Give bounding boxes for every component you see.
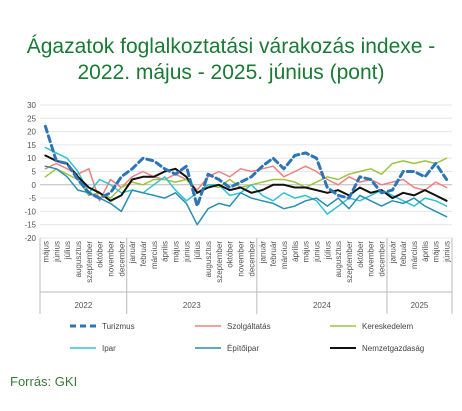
- series-line-szolgáltatás: [44, 162, 448, 202]
- x-tick-label: augusztus: [74, 241, 83, 277]
- y-tick-label: 20: [27, 128, 36, 137]
- y-tick-label: 30: [27, 101, 36, 110]
- x-tick-label: május: [41, 241, 50, 262]
- series-line-építőipar: [44, 165, 448, 226]
- y-tick-label: -20: [24, 234, 36, 243]
- y-tick-label: 15: [27, 141, 36, 150]
- x-tick-label: szeptember: [85, 241, 94, 283]
- legend-label: Szolgáltatás: [227, 322, 271, 331]
- series-line-turizmus: [43, 124, 449, 208]
- x-tick-label: február: [139, 241, 148, 267]
- y-tick-label: 25: [27, 114, 36, 123]
- x-tick-label: április: [161, 241, 170, 262]
- legend-label: Építőipar: [227, 344, 259, 353]
- y-tick-label: -5: [29, 194, 37, 203]
- x-tick-label: október: [226, 241, 235, 268]
- x-tick-label: február: [269, 241, 278, 267]
- chart-title: Ágazatok foglalkoztatási várakozás index…: [0, 34, 462, 86]
- x-tick-label: március: [410, 241, 419, 269]
- x-tick-label: július: [193, 241, 202, 260]
- x-tick-label: június: [52, 241, 61, 263]
- x-tick-label: június: [443, 241, 452, 263]
- x-tick-label: június: [312, 241, 321, 263]
- y-tick-label: -15: [24, 221, 36, 230]
- x-tick-label: szeptember: [215, 241, 224, 283]
- legend-label: Kereskedelem: [362, 322, 413, 331]
- x-tick-label: június: [182, 241, 191, 263]
- x-tick-label: február: [399, 241, 408, 267]
- source-note: Forrás: GKI: [10, 374, 78, 389]
- x-tick-label: szeptember: [345, 241, 354, 283]
- y-tick-label: -10: [24, 207, 36, 216]
- year-label: 2024: [313, 301, 331, 310]
- year-label: 2025: [411, 301, 429, 310]
- x-tick-label: december: [247, 241, 256, 277]
- x-tick-label: május: [432, 241, 441, 262]
- x-tick-label: november: [367, 241, 376, 277]
- year-label: 2023: [183, 301, 201, 310]
- series-line-kereskedelem: [44, 157, 448, 199]
- x-tick-label: november: [237, 241, 246, 277]
- chart-title-line-2: 2022. május - 2025. június (pont): [77, 61, 385, 84]
- x-tick-label: július: [323, 241, 332, 260]
- x-tick-label: december: [378, 241, 387, 277]
- legend-label: Nemzetgazdaság: [362, 344, 424, 353]
- x-tick-label: március: [280, 241, 289, 269]
- x-tick-label: május: [172, 241, 181, 262]
- legend-label: Ipar: [102, 344, 116, 353]
- y-tick-label: 0: [32, 181, 37, 190]
- x-tick-label: október: [96, 241, 105, 268]
- x-tick-label: július: [63, 241, 72, 260]
- x-tick-label: március: [150, 241, 159, 269]
- year-label: 2022: [74, 301, 92, 310]
- x-tick-label: augusztus: [334, 241, 343, 277]
- x-tick-label: április: [291, 241, 300, 262]
- x-tick-label: augusztus: [204, 241, 213, 277]
- x-tick-label: január: [388, 241, 397, 265]
- x-tick-label: május: [302, 241, 311, 262]
- legend-label: Turizmus: [102, 322, 135, 331]
- x-tick-label: január: [128, 241, 137, 265]
- x-tick-label: április: [421, 241, 430, 262]
- x-tick-label: október: [356, 241, 365, 268]
- x-tick-label: december: [117, 241, 126, 277]
- y-tick-label: 10: [27, 154, 36, 163]
- x-tick-label: november: [106, 241, 115, 277]
- y-tick-label: 5: [32, 168, 37, 177]
- x-tick-label: január: [258, 241, 267, 265]
- chart-title-line-1: Ágazatok foglalkoztatási várakozás index…: [26, 35, 436, 58]
